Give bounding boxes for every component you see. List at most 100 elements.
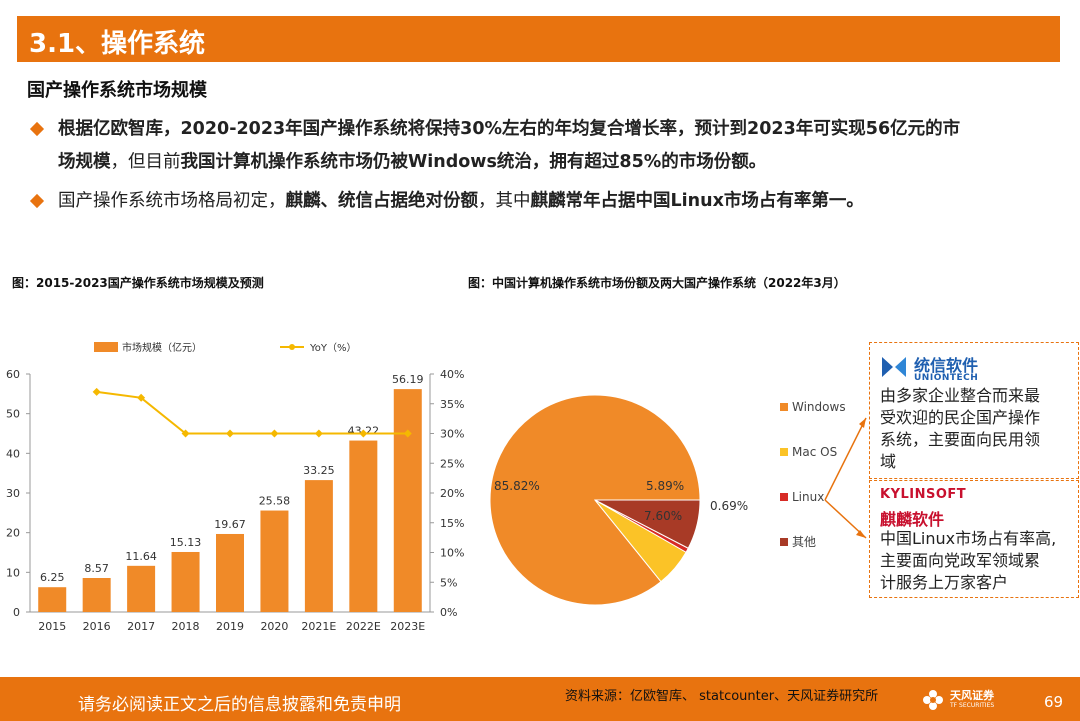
x-tick-label: 2017 [127, 620, 155, 633]
section-subheading: 国产操作系统市场规模 [27, 80, 207, 101]
uniontech-desc-line: 域 [880, 452, 897, 471]
x-tick-label: 2022E [346, 620, 381, 633]
bullet-1-text-a: 根据亿欧智库，2020-2023年国产操作系统将保持30%左右的年均复合增长率，… [58, 119, 961, 139]
kylin-desc-line: 计服务上万家客户 [880, 573, 1009, 592]
pie-value-label: 5.89% [646, 479, 684, 493]
footer-bar [0, 677, 1080, 721]
x-tick-label: 2020 [260, 620, 288, 633]
footer-disclaimer: 请务必阅读正文之后的信息披露和免责申明 [78, 695, 401, 715]
yoy-point [314, 429, 323, 438]
bullet-1-text-d: 我国计算机操作系统市场仍被Windows统治，拥有超过85%的市场份额。 [180, 152, 767, 172]
pie-slice [594, 499, 701, 549]
kylin-name: 麒麟软件 [880, 510, 945, 529]
y2-tick-label: 20% [440, 487, 464, 500]
bullet-1-text-c: ，但目前 [110, 152, 181, 172]
bar-value-label: 11.64 [125, 550, 157, 563]
x-tick-label: 2019 [216, 620, 244, 633]
bar [216, 533, 244, 612]
bar-value-label: 19.67 [214, 518, 246, 531]
x-tick-label: 2016 [83, 620, 111, 633]
x-tick-label: 2021E [301, 620, 336, 633]
bullet-2: 国产操作系统市场格局初定，麒麟、统信占据绝对份额，其中麒麟常年占据中国Linux… [58, 185, 1058, 218]
pie-value-label: 7.60% [644, 509, 682, 523]
yoy-point [403, 429, 412, 438]
y2-tick-label: 25% [440, 457, 464, 470]
y2-tick-label: 10% [440, 547, 464, 560]
y-tick-label: 40 [6, 447, 20, 460]
kylin-description: 中国Linux市场占有率高, 主要面向党政军领域累 计服务上万家客户 [880, 528, 1075, 594]
bar [127, 565, 156, 612]
yoy-point [226, 429, 234, 438]
uniontech-logo-icon [882, 357, 906, 377]
kylin-box [869, 480, 1079, 598]
yoy-point [181, 429, 190, 438]
yoy-point [270, 429, 279, 438]
bar-value-label: 25.58 [259, 495, 291, 508]
page-number: 69 [1044, 693, 1064, 711]
pie-legend-swatch [780, 538, 788, 546]
x-tick-label: 2015 [38, 620, 66, 633]
legend-swatch-bar [94, 342, 118, 352]
left-chart-caption: 图：2015-2023国产操作系统市场规模及预测 [12, 276, 264, 290]
connector-lines [824, 417, 867, 539]
bullet-2-text-c: ，其中 [478, 191, 531, 211]
bar-value-label: 56.19 [392, 373, 424, 386]
bullet-diamond-icon [29, 193, 45, 209]
tf-securities-logo: 天风证券 TF SECURITIES [920, 683, 1020, 717]
y2-tick-label: 40% [440, 368, 464, 381]
pie-legend-label: Windows [792, 400, 846, 414]
uniontech-name: 统信软件 [914, 356, 979, 375]
tf-flower-icon [923, 690, 943, 710]
title-bar: 3.1、操作系统 [17, 16, 1060, 62]
right-chart-caption: 图：中国计算机操作系统市场份额及两大国产操作系统（2022年3月） [468, 276, 846, 290]
pie-legend-swatch [780, 493, 788, 501]
y-tick-label: 60 [6, 368, 20, 381]
pie-legend-label: Linux [792, 490, 824, 504]
bar [82, 578, 111, 612]
y-tick-label: 10 [6, 566, 20, 579]
legend-swatch-marker [289, 344, 295, 350]
pie-legend-swatch [780, 403, 788, 411]
legend-label-line: YoY（%） [309, 342, 357, 354]
yoy-point [359, 429, 368, 438]
bullet-1-text-b: 场规模 [58, 152, 111, 172]
bar [38, 587, 67, 612]
tf-logo-text: 天风证券 [950, 689, 994, 702]
y2-tick-label: 0% [440, 606, 457, 619]
bullet-2-text-a: 国产操作系统市场格局初定， [58, 191, 286, 211]
bar [171, 551, 200, 612]
bar [393, 389, 422, 612]
yoy-point [92, 387, 101, 396]
uniontech-description: 由多家企业整合而来最 受欢迎的民企国产操作 系统，主要面向民用领 域 [880, 385, 1075, 473]
uniontech-name-en: UNIONTECH [914, 373, 979, 383]
page-title: 3.1、操作系统 [29, 29, 206, 59]
market-size-chart: 市场规模（亿元） YoY（%） 0 10 20 30 40 50 60 0% 5% 10% 15% 20%… [6, 341, 464, 633]
kylin-desc-line: 主要面向党政军领域累 [880, 551, 1041, 570]
pie-legend-label: Mac OS [792, 445, 837, 459]
y-tick-label: 50 [6, 408, 20, 421]
y-tick-label: 0 [13, 606, 20, 619]
pie-value-label: 0.69% [710, 499, 748, 513]
bullet-diamond-icon [29, 121, 45, 137]
bar [349, 440, 378, 612]
kylin-desc-line: 中国Linux市场占有率高, [880, 529, 1057, 548]
yoy-point [137, 393, 146, 402]
footer-source: 资料来源：亿欧智库、 statcounter、天风证券研究所 [565, 689, 879, 704]
bar-value-label: 6.25 [40, 571, 65, 584]
x-tick-label: 2018 [172, 620, 200, 633]
bar-value-label: 8.57 [84, 562, 109, 575]
yoy-line [96, 390, 408, 435]
uniontech-desc-line: 系统，主要面向民用领 [880, 430, 1041, 449]
kylin-logo-text: KYLINSOFT [880, 487, 967, 502]
uniontech-desc-line: 由多家企业整合而来最 [880, 386, 1041, 405]
legend-label-bar: 市场规模（亿元） [122, 341, 202, 354]
y2-tick-label: 30% [440, 428, 464, 441]
bar-value-label: 33.25 [303, 464, 335, 477]
y2-tick-label: 35% [440, 398, 464, 411]
y-tick-label: 20 [6, 527, 20, 540]
bar [260, 510, 289, 612]
pie-legend-label: 其他 [792, 535, 816, 549]
bullet-2-text-b: 麒麟、统信占据绝对份额 [285, 191, 479, 211]
y-tick-label: 30 [6, 487, 20, 500]
bullet-1: 根据亿欧智库，2020-2023年国产操作系统将保持30%左右的年均复合增长率，… [58, 113, 1058, 179]
